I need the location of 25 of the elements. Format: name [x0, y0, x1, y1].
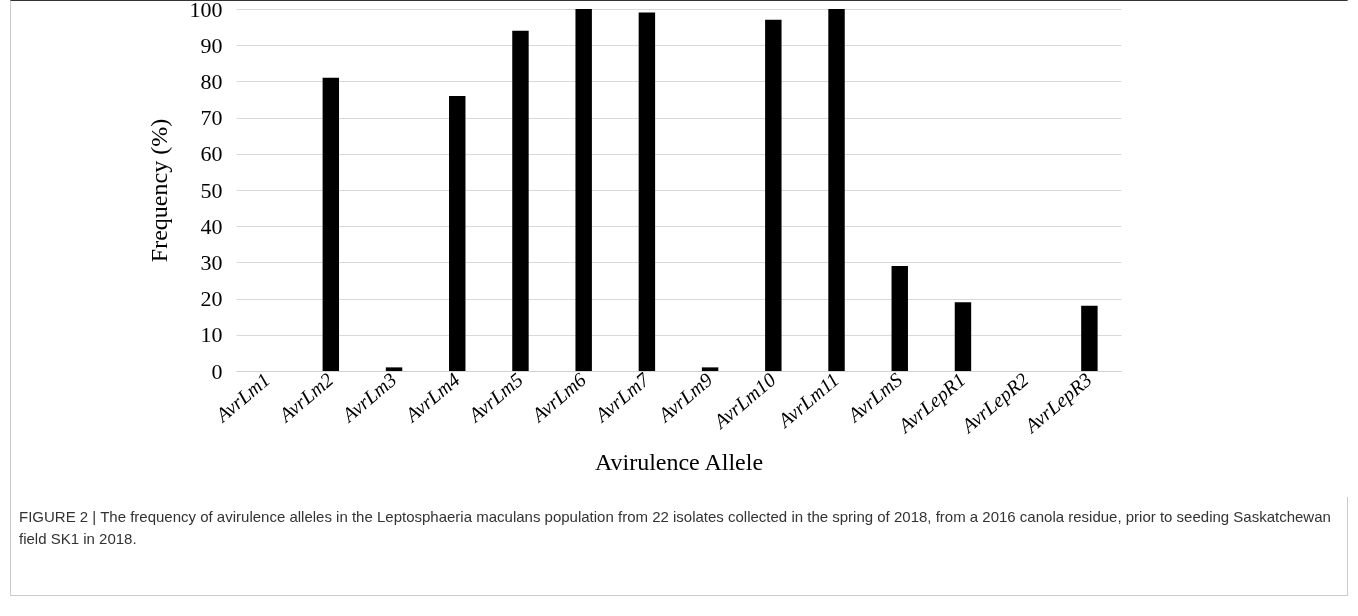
y-tick-label: 90 [200, 32, 223, 58]
y-axis-title: Frequency (%) [145, 118, 172, 263]
bar [638, 12, 656, 371]
y-tick-label: 100 [189, 0, 223, 22]
caption: FIGURE 2 | The frequency of avirulence alleles in the Leptosphaeria maculans population from 22 isolates collected in the spring of 2018, from a 2016 canola residue, prior to seeding Saskatchewan field SK1 in 2018. [19, 507, 1332, 549]
bar [575, 9, 592, 371]
bar [891, 266, 908, 371]
bar [1081, 305, 1098, 371]
bar [828, 9, 845, 371]
y-tick-label: 50 [200, 177, 223, 203]
y-tick-label: 10 [200, 322, 223, 348]
bar [385, 367, 403, 371]
bar [765, 19, 782, 371]
x-axis-title: Avirulence Allele [594, 448, 764, 475]
bar [449, 95, 466, 371]
y-tick-label: 60 [200, 141, 223, 167]
bar [512, 30, 529, 371]
bar [954, 302, 972, 371]
y-tick-label: 80 [200, 68, 223, 94]
y-tick-label: 20 [200, 286, 223, 312]
bar [322, 77, 340, 371]
bar [701, 367, 719, 371]
y-tick-label: 30 [200, 249, 223, 275]
y-tick-label: 40 [200, 213, 223, 239]
y-tick-label: 70 [200, 105, 223, 131]
